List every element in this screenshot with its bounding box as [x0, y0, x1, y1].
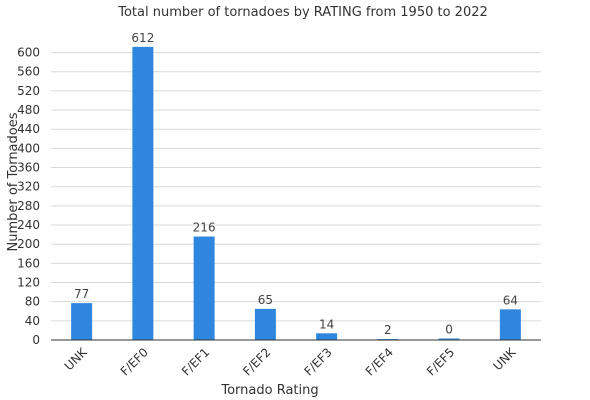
y-tick-label: 560: [17, 65, 40, 79]
bar: [71, 303, 93, 340]
y-tick-label: 120: [17, 276, 40, 290]
y-tick-label: 0: [32, 333, 40, 347]
y-tick-label: 520: [17, 84, 40, 98]
data-label: 65: [258, 293, 273, 307]
x-axis-title: Tornado Rating: [220, 383, 318, 398]
bar: [132, 46, 154, 341]
x-tick-label: UNK: [62, 344, 91, 373]
bar: [316, 333, 338, 340]
x-axis-ticks: UNK F/EF0 F/EF1 F/EF2 F/EF3 F/EF4 F/EF5 UNK: [62, 344, 520, 378]
x-tick-label: F/EF0: [118, 345, 151, 378]
chart-title: Total number of tornadoes by RATING from…: [117, 5, 488, 20]
bars: [71, 46, 521, 341]
y-tick-label: 440: [17, 122, 40, 136]
data-label: 0: [445, 323, 453, 337]
data-label: 612: [131, 31, 154, 45]
y-tick-label: 80: [25, 295, 40, 309]
x-tick-label: F/EF1: [179, 345, 212, 378]
x-tick-label: F/EF3: [301, 345, 334, 378]
y-tick-label: 280: [17, 199, 40, 213]
bar: [438, 338, 460, 340]
y-axis-title: Number of Tornadoes: [6, 112, 21, 251]
y-axis-ticks: 0 40 80 120 160 200 240 280 320 360 400 440 480 520 56…: [17, 46, 40, 347]
x-tick-label: F/EF5: [424, 345, 457, 378]
data-label: 64: [503, 293, 518, 307]
y-tick-label: 200: [17, 237, 40, 251]
data-label: 216: [193, 221, 216, 235]
data-labels: 77 612 216 65 14 2 0 64: [74, 31, 518, 337]
bar: [499, 309, 521, 340]
y-tick-label: 400: [17, 141, 40, 155]
bar: [254, 308, 276, 340]
data-label: 2: [384, 323, 392, 337]
y-tick-label: 480: [17, 103, 40, 117]
data-label: 14: [319, 317, 334, 331]
y-tick-label: 160: [17, 256, 40, 270]
gridlines: [51, 52, 541, 322]
y-tick-label: 320: [17, 180, 40, 194]
y-tick-label: 240: [17, 218, 40, 232]
bar: [193, 236, 215, 340]
data-label: 77: [74, 287, 89, 301]
y-tick-label: 40: [25, 314, 40, 328]
x-tick-label: UNK: [490, 344, 519, 373]
y-tick-label: 360: [17, 161, 40, 175]
y-tick-label: 600: [17, 46, 40, 60]
x-tick-label: F/EF2: [240, 345, 273, 378]
x-tick-label: F/EF4: [363, 345, 396, 378]
